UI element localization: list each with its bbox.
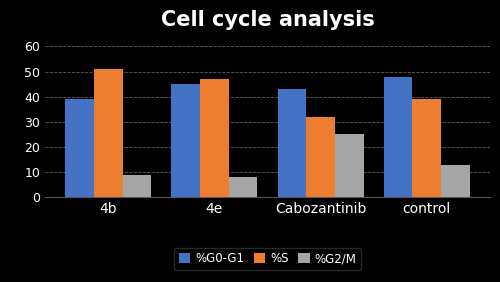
Bar: [228, 177, 258, 197]
Bar: [384, 77, 412, 197]
Bar: [278, 89, 306, 197]
Bar: [441, 165, 470, 197]
Bar: [172, 84, 200, 197]
Title: Cell cycle analysis: Cell cycle analysis: [160, 10, 374, 30]
Legend: %G0-G1, %S, %G2/M: %G0-G1, %S, %G2/M: [174, 248, 361, 270]
Bar: [306, 117, 335, 197]
Bar: [412, 99, 441, 197]
Bar: [200, 79, 228, 197]
Bar: [335, 135, 364, 197]
Bar: [94, 69, 122, 197]
Bar: [122, 175, 151, 197]
Bar: [65, 99, 94, 197]
